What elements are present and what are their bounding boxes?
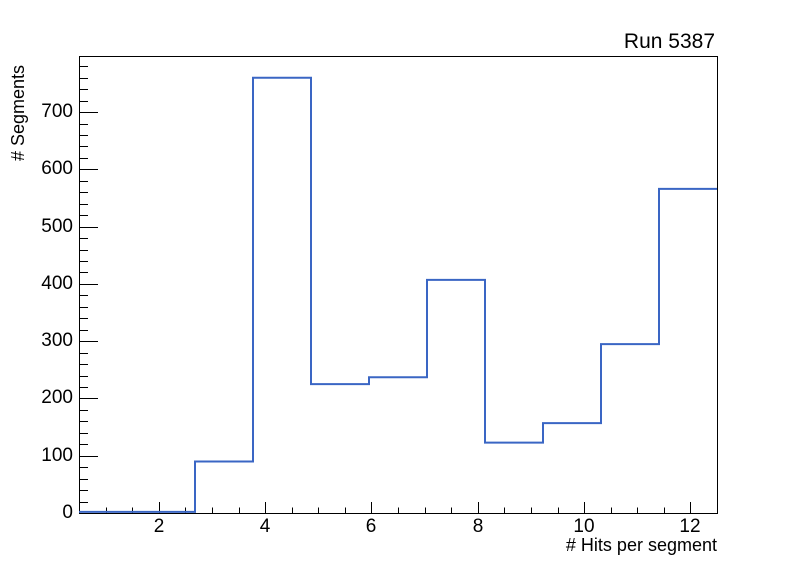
y-tick-label: 0 bbox=[62, 502, 73, 523]
y-tick-label: 100 bbox=[41, 445, 73, 466]
y-axis-title: # Segments bbox=[8, 64, 28, 161]
y-tick-label: 200 bbox=[41, 387, 73, 408]
x-tick-label: 2 bbox=[153, 516, 165, 537]
y-tick-label: 500 bbox=[41, 216, 73, 237]
y-tick-label: 300 bbox=[41, 330, 73, 351]
plot-frame bbox=[79, 56, 718, 514]
x-tick-label: 8 bbox=[472, 516, 484, 537]
x-tick-label: 12 bbox=[679, 516, 701, 537]
x-tick-label: 10 bbox=[573, 516, 595, 537]
y-tick-label: 700 bbox=[41, 101, 73, 122]
histogram-step-line bbox=[79, 76, 717, 513]
x-axis-title: # Hits per segment bbox=[565, 535, 717, 555]
x-tick-label: 4 bbox=[259, 516, 271, 537]
y-tick-label: 600 bbox=[41, 158, 73, 179]
y-tick-label: 400 bbox=[41, 273, 73, 294]
x-tick-label: 6 bbox=[365, 516, 377, 537]
plot-title: Run 5387 bbox=[623, 30, 715, 53]
